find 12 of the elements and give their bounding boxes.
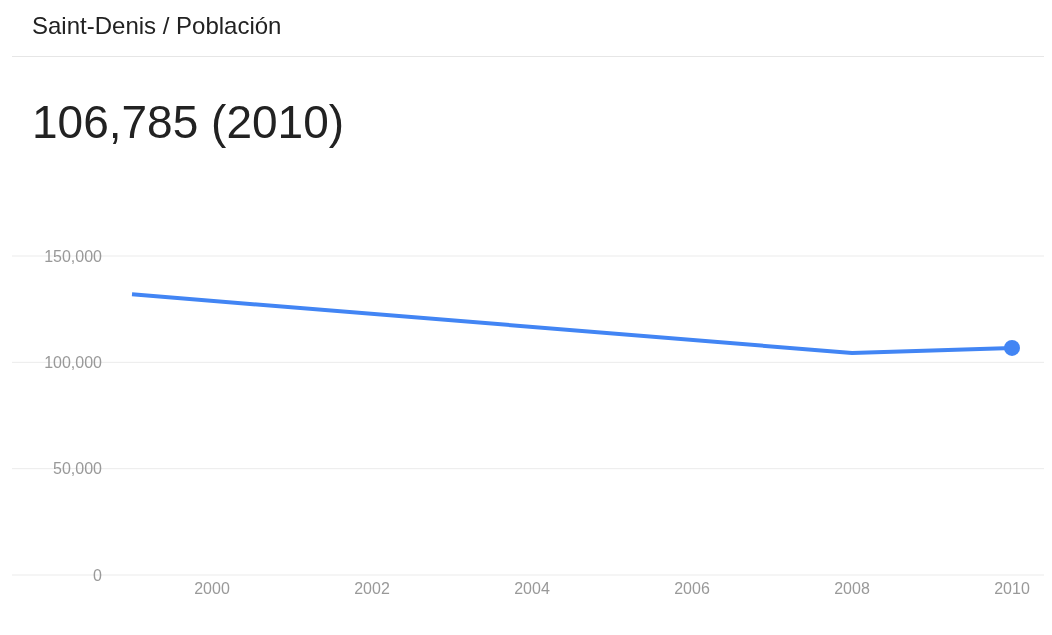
x-tick-label: 2004 — [514, 580, 550, 598]
y-tick-label: 0 — [93, 566, 103, 584]
text: 106,785 (2010) — [32, 96, 345, 148]
x-tick-label: 2006 — [674, 580, 710, 598]
y-tick-label: 150,000 — [44, 247, 103, 265]
x-tick-label: 2002 — [354, 580, 390, 598]
x-tick-label: 2000 — [194, 580, 230, 598]
x-tick-label: 2008 — [834, 580, 870, 598]
y-tick-label: 100,000 — [44, 354, 103, 372]
x-tick-label: 2010 — [994, 580, 1030, 598]
y-tick-label: 50,000 — [53, 460, 103, 478]
chart-title: Saint-Denis / Población — [31, 11, 283, 41]
